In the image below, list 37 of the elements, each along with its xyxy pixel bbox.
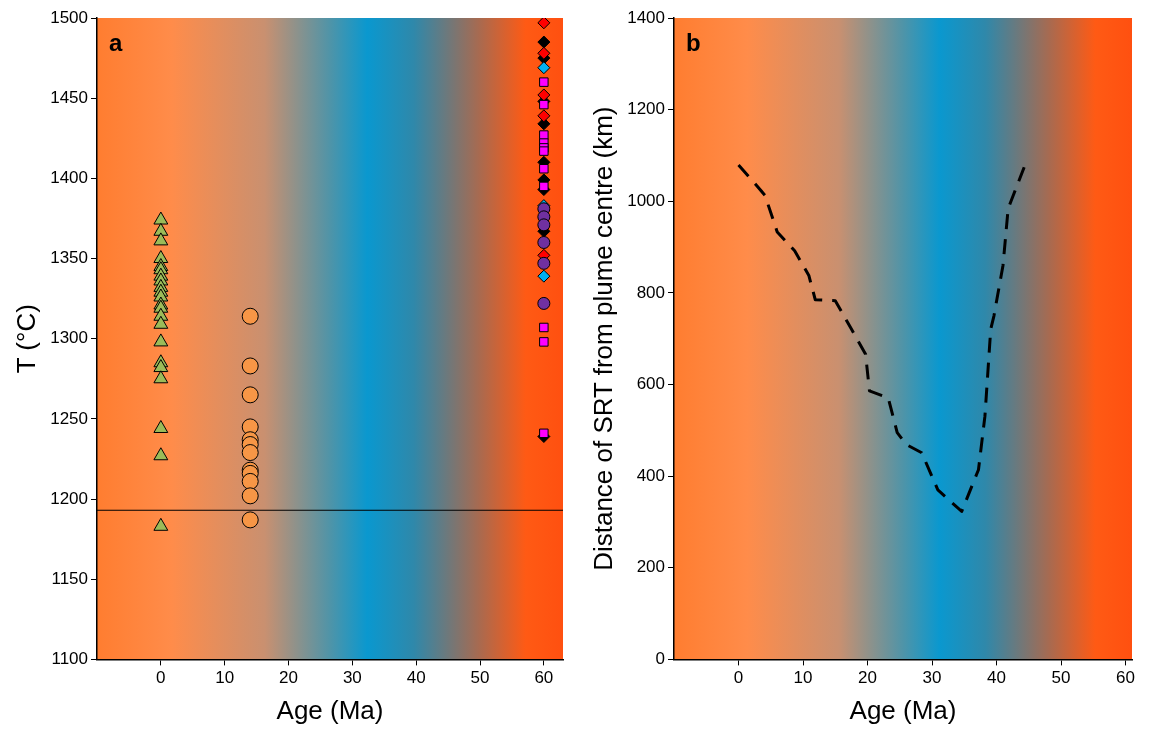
- x-axis-title: Age (Ma): [276, 694, 384, 725]
- x-tick-label: 10: [793, 668, 813, 688]
- x-tick-label: 30: [342, 668, 362, 688]
- annotation: a: [109, 28, 124, 56]
- y-tick-label: 800: [636, 282, 666, 302]
- y-tick-label: 1200: [627, 99, 666, 119]
- y-tick-label: 1150: [51, 568, 89, 588]
- x-tick-label: 0: [733, 668, 744, 688]
- y-tick-label: 1350: [50, 248, 89, 268]
- y-tick-label: 200: [636, 557, 666, 577]
- y-tick-label: 1500: [50, 7, 89, 27]
- x-tick-label: 0: [156, 668, 166, 688]
- y-tick-label: 600: [636, 374, 666, 394]
- y-tick-label: 1400: [50, 168, 89, 188]
- x-tick-label: 60: [1116, 668, 1136, 688]
- x-tick-label: 40: [987, 668, 1006, 688]
- y-tick-label: 1450: [50, 87, 89, 107]
- x-tick-label: 40: [406, 668, 426, 688]
- x-tick-label: 20: [858, 668, 877, 688]
- y-tick-label: 1400: [627, 7, 666, 27]
- y-tick-label: 1300: [50, 328, 89, 348]
- x-tick-label: 50: [1051, 668, 1071, 688]
- y-axis-title: Distance of SRT from plume centre (km): [587, 106, 618, 571]
- y-tick-label: 1250: [50, 408, 89, 428]
- annotation: b: [686, 28, 701, 56]
- x-tick-label: 10: [215, 668, 235, 688]
- x-tick-label: 20: [279, 668, 298, 688]
- x-tick-label: 60: [534, 668, 554, 688]
- y-axis-title: T (°C): [10, 304, 41, 374]
- x-axis-title: Age (Ma): [849, 694, 957, 725]
- x-tick-label: 50: [470, 668, 490, 688]
- y-tick-label: 400: [636, 465, 666, 485]
- y-tick-label: 0: [655, 649, 666, 669]
- x-tick-label: 30: [922, 668, 942, 688]
- y-tick-label: 1200: [50, 488, 89, 508]
- y-tick-label: 1000: [627, 190, 666, 210]
- y-tick-label: 1100: [51, 649, 89, 669]
